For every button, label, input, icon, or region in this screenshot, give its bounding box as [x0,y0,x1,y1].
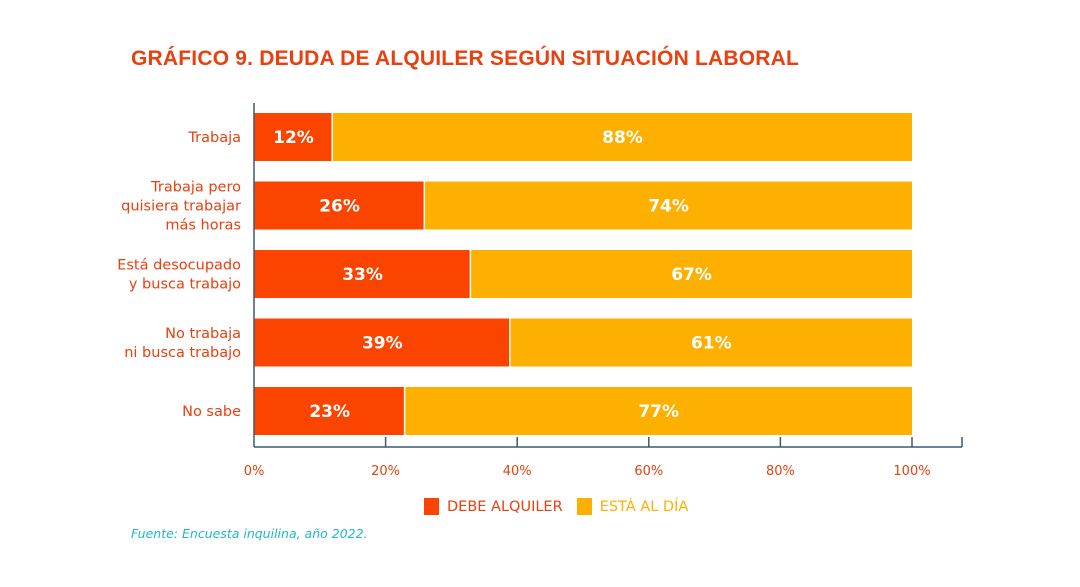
category-label-1-line-1: quisiera trabajar [121,199,241,215]
bar-label-debe-0: 12% [273,128,314,148]
bar-label-al-dia-0: 88% [602,128,643,148]
legend-item-debe: DEBE ALQUILER [424,498,563,515]
legend-item-al-dia: ESTÁ AL DÍA [576,498,689,515]
source-note: Fuente: Encuesta inquilina, año 2022. [131,526,368,541]
x-tick-label-80: 80% [766,464,795,479]
bar-al-dia-4 [405,387,912,435]
category-label-3-line-0: No trabaja [165,326,241,342]
x-tick-label-100: 100% [893,464,930,479]
bar-label-debe-2: 33% [342,265,383,285]
bar-label-debe-3: 39% [362,334,403,354]
category-label-1-line-2: más horas [165,218,241,234]
axes-group [253,103,963,448]
labels-group: 12% 88% Trabaja 26% 74% Trabaja pero quisiera … [117,128,930,479]
category-label-3-line-1: ni busca trabajo [124,345,241,361]
bar-label-al-dia-4: 77% [638,402,679,422]
x-tick-label-40: 40% [503,464,532,479]
bar-debe-1 [254,181,424,230]
bar-al-dia-3 [510,318,912,367]
chart-title: GRÁFICO 9. DEUDA DE ALQUILER SEGÚN SITUA… [131,47,800,70]
bar-al-dia-1 [425,181,912,230]
category-label-2-line-1: y busca trabajo [129,277,241,293]
bars-group [254,113,913,435]
legend: DEBE ALQUILER ESTÁ AL DÍA [424,498,702,515]
bar-label-al-dia-1: 74% [648,197,689,217]
bar-label-al-dia-2: 67% [671,265,712,285]
category-label-2-line-0: Está desocupado [117,258,241,274]
legend-label-debe: DEBE ALQUILER [447,498,563,515]
bar-debe-3 [254,318,510,367]
bar-al-dia-0 [332,113,913,161]
bar-debe-0 [254,113,332,161]
x-tick-label-20: 20% [371,464,400,479]
x-tick-label-60: 60% [634,464,663,479]
category-label-4-line-0: No sabe [182,404,241,420]
bar-label-al-dia-3: 61% [691,334,732,354]
category-label-1-line-0: Trabaja pero [150,180,241,196]
legend-swatch-debe [424,498,439,515]
bar-debe-2 [254,250,470,298]
bar-label-debe-4: 23% [309,402,350,422]
category-label-0-line-0: Trabaja [187,130,241,146]
x-tick-label-0: 0% [244,464,265,479]
bar-al-dia-2 [471,250,912,298]
bar-label-debe-1: 26% [319,197,360,217]
bar-debe-4 [254,387,404,435]
legend-swatch-al-dia [576,498,592,515]
legend-label-al-dia: ESTÁ AL DÍA [599,498,689,515]
